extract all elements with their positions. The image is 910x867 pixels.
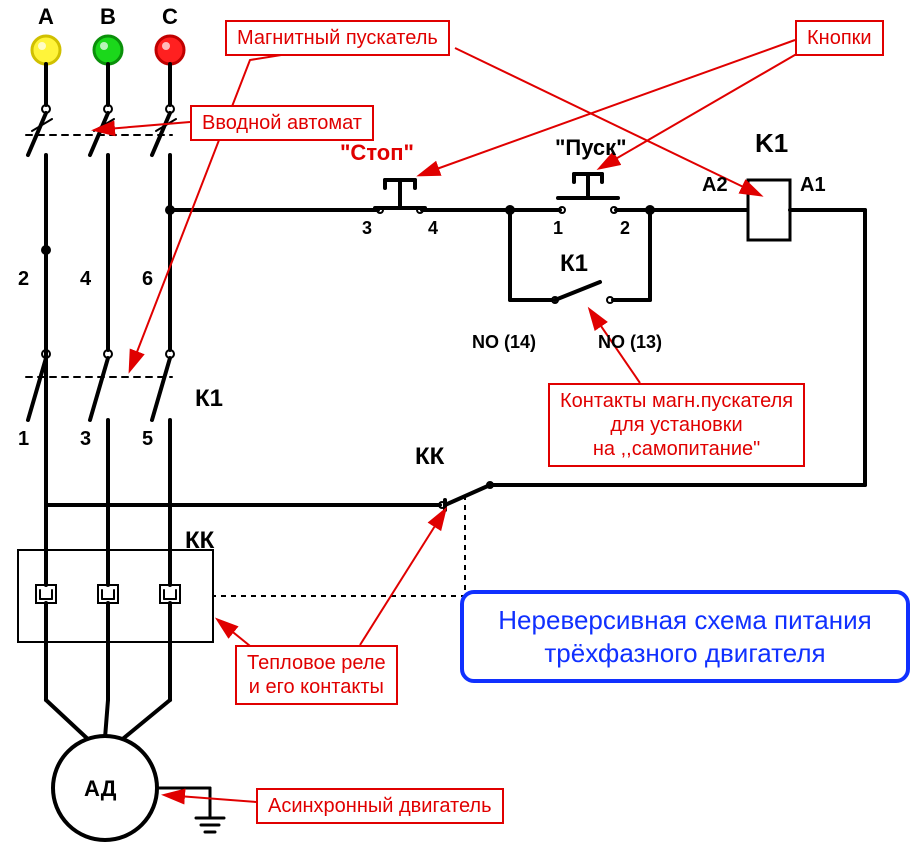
callout-thermal-relay: Тепловое реле и его контакты (235, 645, 398, 705)
callout-async-motor: Асинхронный двигатель (256, 788, 504, 824)
start-label: "Пуск" (555, 135, 627, 161)
callout-input-breaker: Вводной автомат (190, 105, 374, 141)
coil-terminal-a1: A1 (800, 174, 826, 197)
breaker-num-6: 6 (142, 268, 153, 291)
callout-magnetic-starter: Магнитный пускатель (225, 20, 450, 56)
breaker-num-4: 4 (80, 268, 91, 291)
phase-label-c: C (162, 4, 178, 30)
aux-no13: NO (13) (598, 332, 662, 353)
motor-label: АД (84, 776, 116, 802)
stop-label: "Стоп" (340, 140, 414, 166)
phase-label-b: B (100, 4, 116, 30)
contactor-num-5: 5 (142, 428, 153, 451)
title-box: Нереверсивная схема питания трёхфазного … (460, 590, 910, 683)
phase-label-a: A (38, 4, 54, 30)
aux-k1-label: К1 (560, 250, 588, 278)
contactor-label: К1 (195, 385, 223, 413)
start-node-1: 1 (553, 218, 563, 239)
aux-no14: NO (14) (472, 332, 536, 353)
stop-node-3: 3 (362, 218, 372, 239)
breaker-num-2: 2 (18, 268, 29, 291)
thermal-label: КК (185, 527, 214, 555)
start-node-2: 2 (620, 218, 630, 239)
contactor-num-1: 1 (18, 428, 29, 451)
callout-buttons: Кнопки (795, 20, 884, 56)
coil-label: K1 (755, 128, 788, 159)
coil-terminal-a2: A2 (702, 174, 728, 197)
contactor-num-3: 3 (80, 428, 91, 451)
kk-control-label: КК (415, 443, 444, 471)
stop-node-4: 4 (428, 218, 438, 239)
callout-aux-contacts: Контакты магн.пускателя для установки на… (548, 383, 805, 467)
